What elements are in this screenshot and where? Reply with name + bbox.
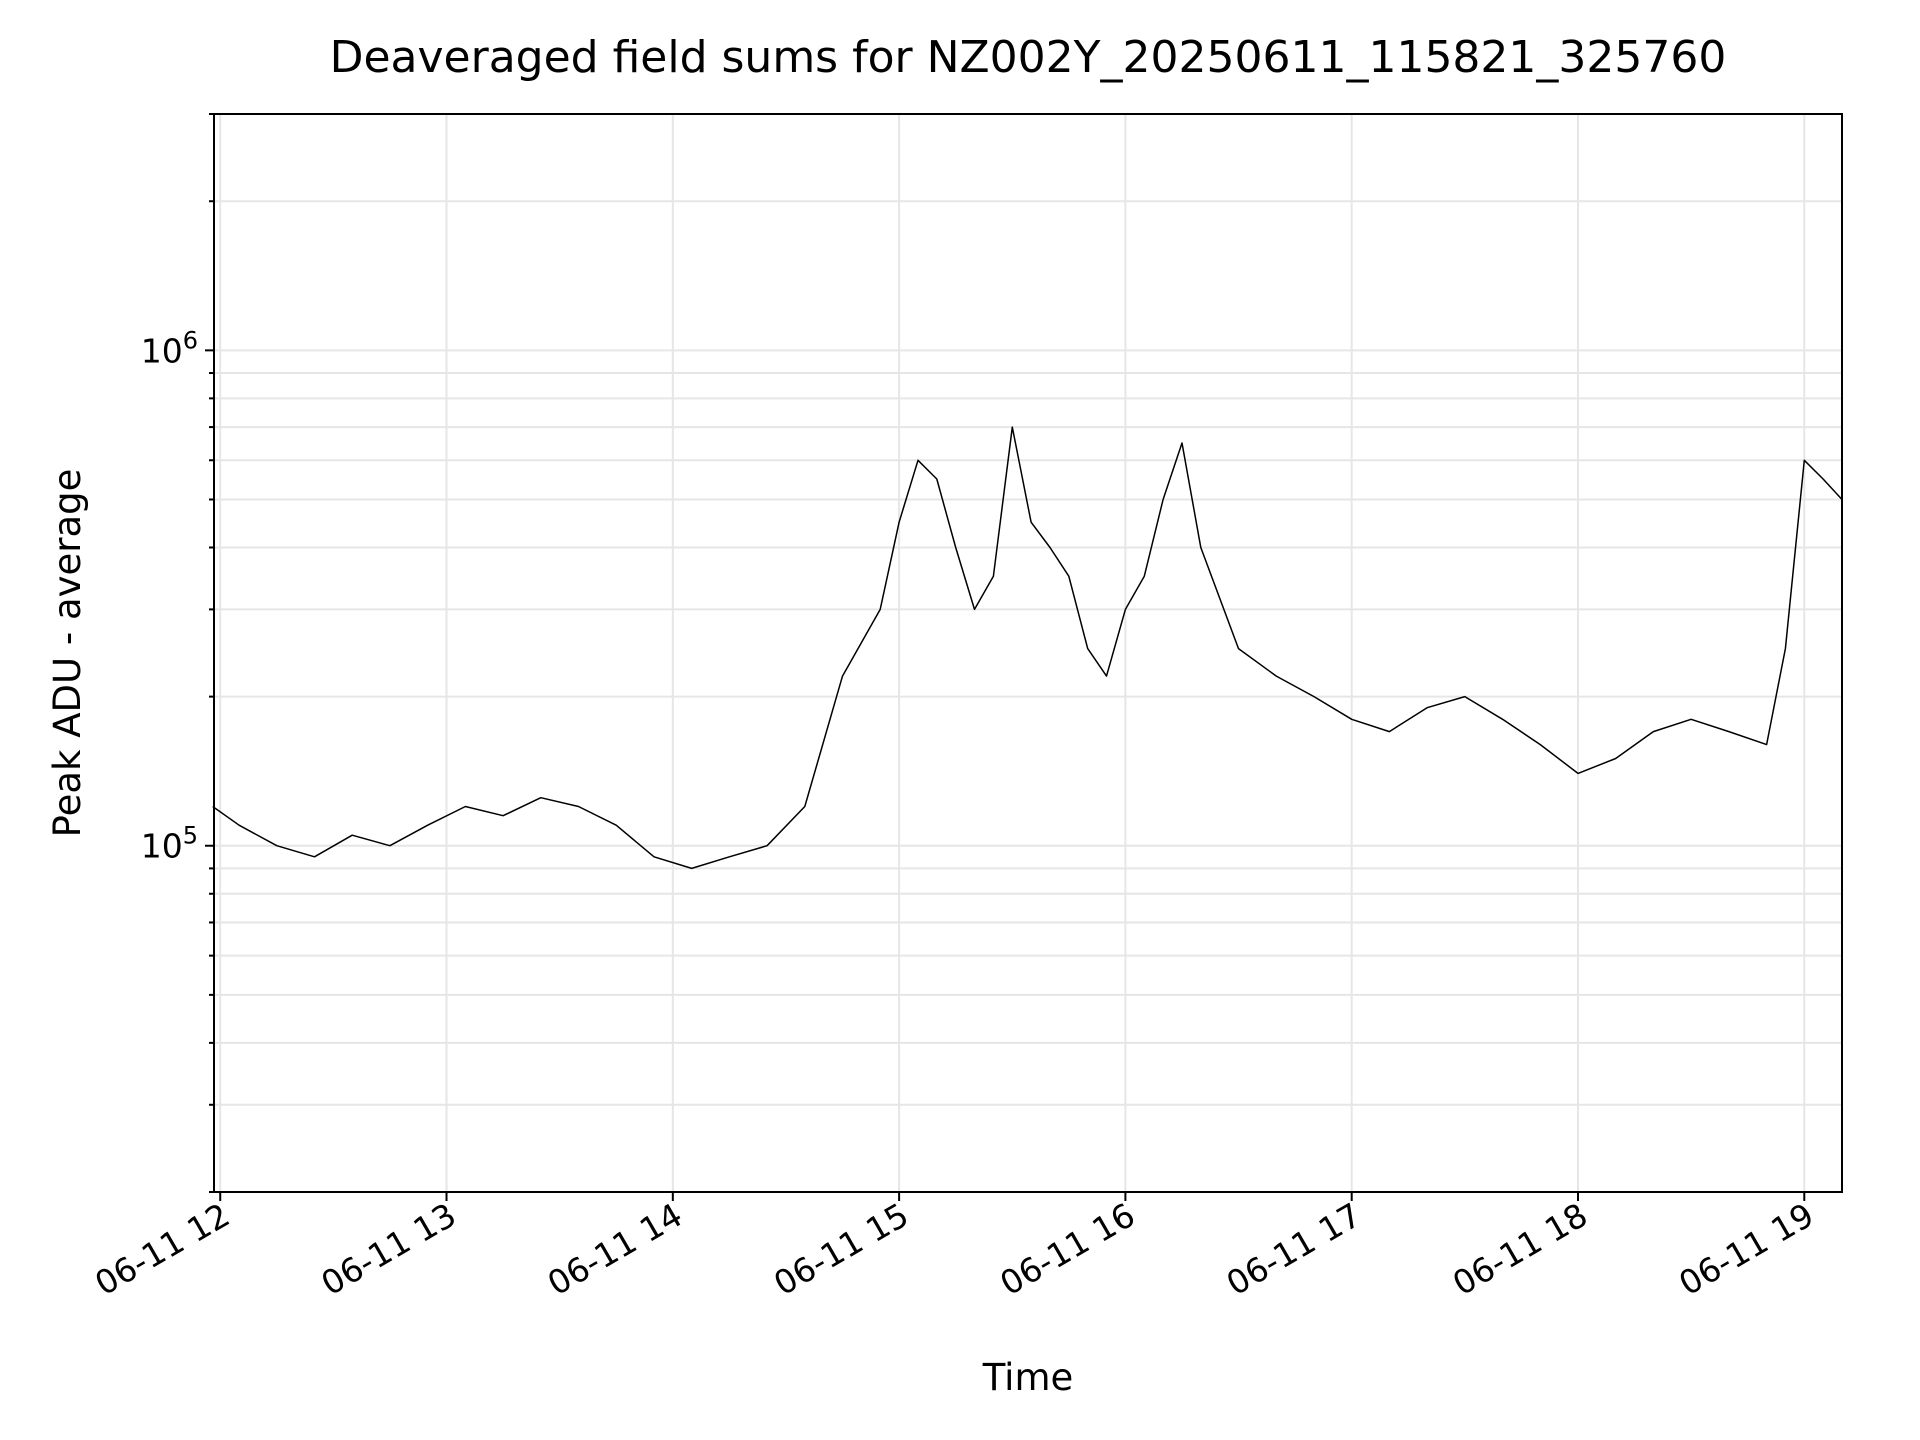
series-line xyxy=(212,426,1843,870)
plot-area-frame xyxy=(213,113,1843,1193)
y-tick-label: 106 xyxy=(141,326,198,370)
series-group xyxy=(212,426,1843,870)
y-tick-label: 105 xyxy=(141,822,198,866)
x-axis-label: Time xyxy=(982,1356,1074,1399)
grid xyxy=(214,113,1842,1193)
y-axis-label: Peak ADU - average xyxy=(46,469,89,838)
chart-title: Deaveraged field sums for NZ002Y_2025061… xyxy=(330,32,1727,83)
